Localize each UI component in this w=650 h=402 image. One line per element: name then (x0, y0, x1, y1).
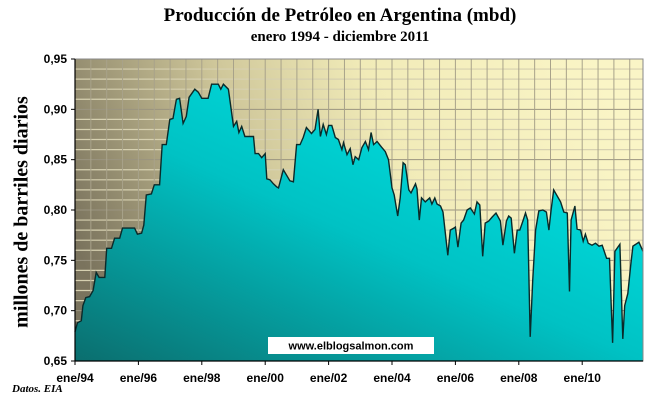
x-tick-label: ene/00 (247, 371, 285, 385)
y-tick-label: 0,65 (44, 354, 68, 368)
x-tick-label: ene/04 (373, 371, 411, 385)
chart-subtitle: enero 1994 - diciembre 2011 (250, 29, 430, 45)
chart-title: Producción de Petróleo en Argentina (mbd… (163, 5, 517, 26)
x-tick-label: ene/06 (437, 371, 475, 385)
y-tick-label: 0,70 (44, 304, 68, 318)
x-tick-label: ene/10 (564, 371, 602, 385)
series-line (74, 83, 644, 343)
x-tick-label: ene/96 (120, 371, 158, 385)
x-tick-label: ene/08 (500, 371, 538, 385)
x-tick-label: ene/02 (310, 371, 348, 385)
source-note: Datos. EIA (12, 383, 63, 395)
area-fill (75, 84, 643, 361)
x-tick-label: ene/98 (183, 371, 221, 385)
y-tick-label: 0,80 (44, 203, 68, 217)
y-tick-label: 0,75 (44, 253, 68, 267)
y-tick-label: 0,85 (44, 153, 68, 167)
watermark-text: www.elblogsalmon.com (288, 341, 414, 353)
y-tick-label: 0,90 (44, 102, 68, 116)
watermark-box (268, 337, 434, 354)
y-tick-label: 0,95 (44, 52, 68, 66)
x-tick-label: ene/94 (56, 371, 94, 385)
